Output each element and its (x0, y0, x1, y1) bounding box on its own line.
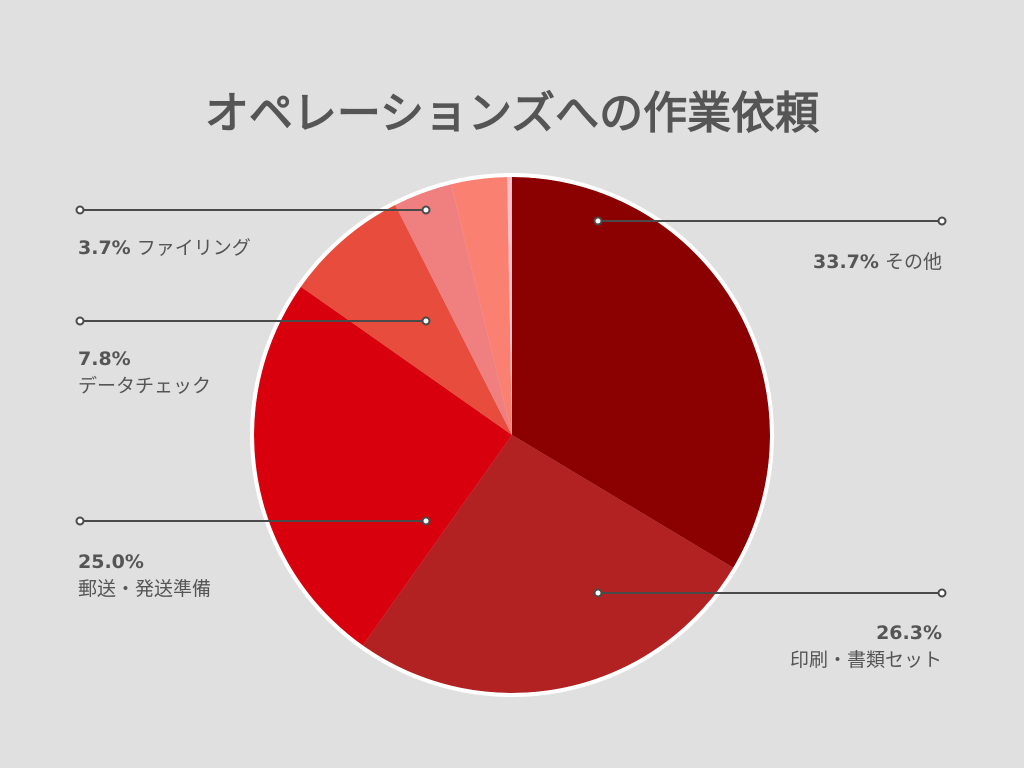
leader-dot-printing-outer (937, 588, 947, 598)
leader-dot-mailing-inner (421, 516, 431, 526)
leader-dot-datacheck-outer (75, 316, 85, 326)
pie-slice-4 (395, 184, 512, 435)
chart-title: オペレーションズへの作業依頼 (205, 88, 820, 139)
label-mailing-pct: 25.0% (78, 551, 144, 573)
data-labels: 33.7% その他 26.3% 印刷・書類セット 25.0% 郵送・発送準備 7… (78, 237, 942, 671)
leader-dot-other-outer (937, 216, 947, 226)
pie-slice-3 (300, 204, 512, 435)
label-filing-pct: 3.7% (78, 237, 131, 259)
label-mailing-name: 郵送・発送準備 (78, 578, 211, 600)
leader-dot-filing-outer (75, 205, 85, 215)
leader-dot-printing-inner (593, 588, 603, 598)
label-other: 33.7% その他 (813, 251, 942, 273)
label-printing-pct: 26.3% (876, 622, 942, 644)
label-datacheck-name: データチェック (78, 375, 211, 397)
pie-slices (250, 173, 774, 697)
label-filing: 3.7% ファイリング (78, 237, 251, 259)
leader-dot-filing-inner (421, 205, 431, 215)
label-printing-name: 印刷・書類セット (790, 649, 942, 671)
label-filing-name: ファイリング (137, 237, 251, 259)
label-other-name: その他 (885, 251, 942, 273)
leader-dot-other-inner (593, 216, 603, 226)
pie-slice-2 (253, 286, 512, 646)
leader-dot-mailing-outer (75, 516, 85, 526)
pie-border (250, 173, 774, 697)
leader-lines (75, 205, 947, 598)
pie-slice-5 (451, 177, 512, 436)
leader-dot-datacheck-inner (421, 316, 431, 326)
label-other-pct: 33.7% (813, 251, 879, 273)
label-datacheck-pct: 7.8% (78, 348, 131, 370)
pie-slice-0 (512, 177, 770, 568)
pie-slice-1 (362, 435, 734, 693)
pie-slice-6 (507, 177, 512, 435)
